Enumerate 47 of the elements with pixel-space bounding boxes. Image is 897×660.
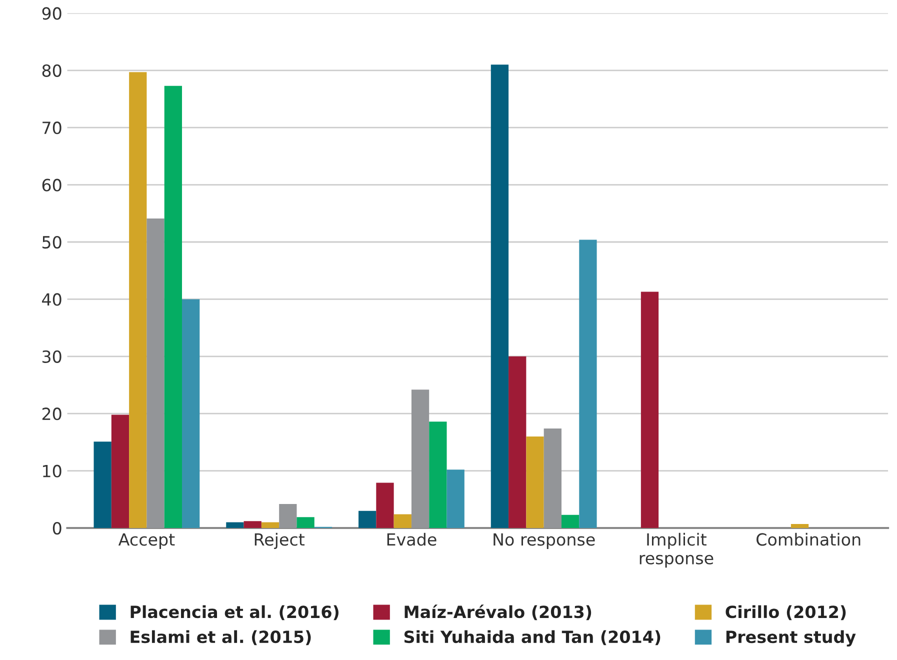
y-tick-label: 40	[42, 293, 62, 306]
bar	[164, 86, 182, 528]
bar	[146, 218, 164, 528]
bar	[279, 504, 297, 528]
bar	[394, 514, 412, 528]
bar	[261, 522, 280, 528]
bar	[244, 521, 262, 528]
bar	[111, 414, 130, 528]
bar	[411, 390, 430, 528]
bar	[490, 64, 509, 528]
bar	[182, 299, 200, 528]
bar	[94, 442, 112, 528]
y-tick-label: 30	[42, 350, 62, 363]
bar	[790, 524, 809, 528]
y-tick-label: 0	[52, 522, 62, 535]
bar	[561, 514, 580, 528]
y-tick-label: 80	[42, 64, 62, 77]
legend-label: Placencia et al. (2016)	[130, 605, 338, 620]
x-tick-label: Reject	[254, 532, 305, 549]
x-tick-label: Accept	[118, 533, 175, 549]
y-tick-label: 50	[42, 236, 62, 249]
x-tick-label: Implicit response	[640, 532, 714, 568]
y-tick-label: 10	[43, 464, 62, 478]
bar	[226, 522, 244, 528]
bar	[296, 517, 314, 528]
bar	[376, 482, 394, 528]
x-tick-label: Evade	[387, 532, 436, 546]
bar	[129, 72, 147, 528]
bar	[446, 470, 464, 528]
legend-label: Maíz-Arévalo (2013)	[404, 604, 592, 620]
x-tick-label: Combination	[756, 532, 860, 546]
bar	[508, 356, 526, 528]
y-tick-label: 90	[42, 7, 62, 20]
bar	[544, 428, 562, 528]
bar	[358, 510, 376, 528]
y-tick-label: 60	[42, 178, 62, 192]
legend-label: Present study	[726, 630, 856, 647]
y-tick-label: 20	[42, 408, 62, 420]
bar	[429, 422, 447, 528]
bar	[579, 240, 597, 528]
bar	[526, 436, 544, 528]
legend-label: Cirillo (2012)	[726, 605, 846, 620]
legend-label: Eslami et al. (2015)	[130, 630, 311, 646]
bar	[640, 292, 659, 528]
y-tick-label: 70	[42, 122, 62, 134]
legend-label: Siti Yuhaida and Tan (2014)	[404, 630, 660, 646]
x-tick-label: No response	[494, 533, 595, 549]
